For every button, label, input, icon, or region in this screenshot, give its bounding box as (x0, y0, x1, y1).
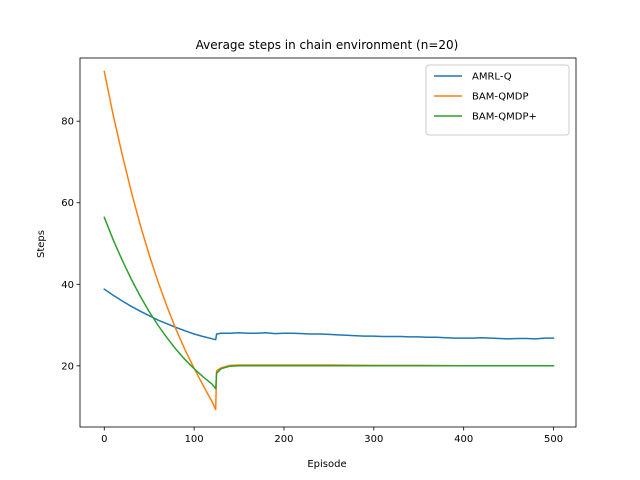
x-tick-label: 400 (454, 434, 473, 445)
plot-frame (79, 57, 577, 428)
x-tick-label: 200 (274, 434, 293, 445)
x-tick-label: 300 (364, 434, 383, 445)
x-axis: 0 100 200 300 400 500 (101, 427, 563, 445)
x-tick-label: 0 (101, 434, 107, 445)
legend: AMRL-Q BAM-QMDP BAM-QMDP+ (425, 64, 570, 136)
plot-area (79, 57, 577, 428)
y-tick-label: 40 (61, 280, 74, 291)
legend-label-bam-qmdp: BAM-QMDP (472, 92, 529, 103)
x-tick-label: 100 (185, 434, 204, 445)
y-tick-label: 20 (61, 361, 74, 372)
y-tick-label: 80 (61, 117, 74, 128)
y-axis: 20 40 60 80 (61, 117, 80, 372)
legend-box (425, 64, 570, 136)
chart-title: Average steps in chain environment (n=20… (196, 38, 459, 52)
legend-label-amrl-q: AMRL-Q (472, 72, 512, 83)
x-axis-label: Episode (307, 459, 346, 470)
y-axis-label: Steps (36, 230, 47, 258)
legend-label-bam-qmdp-: BAM-QMDP+ (472, 112, 537, 123)
series-line-amrl-q (103, 288, 555, 341)
series-line-bam-qmdp- (103, 216, 555, 390)
y-tick-label: 60 (61, 198, 74, 209)
x-tick-label: 500 (544, 434, 563, 445)
